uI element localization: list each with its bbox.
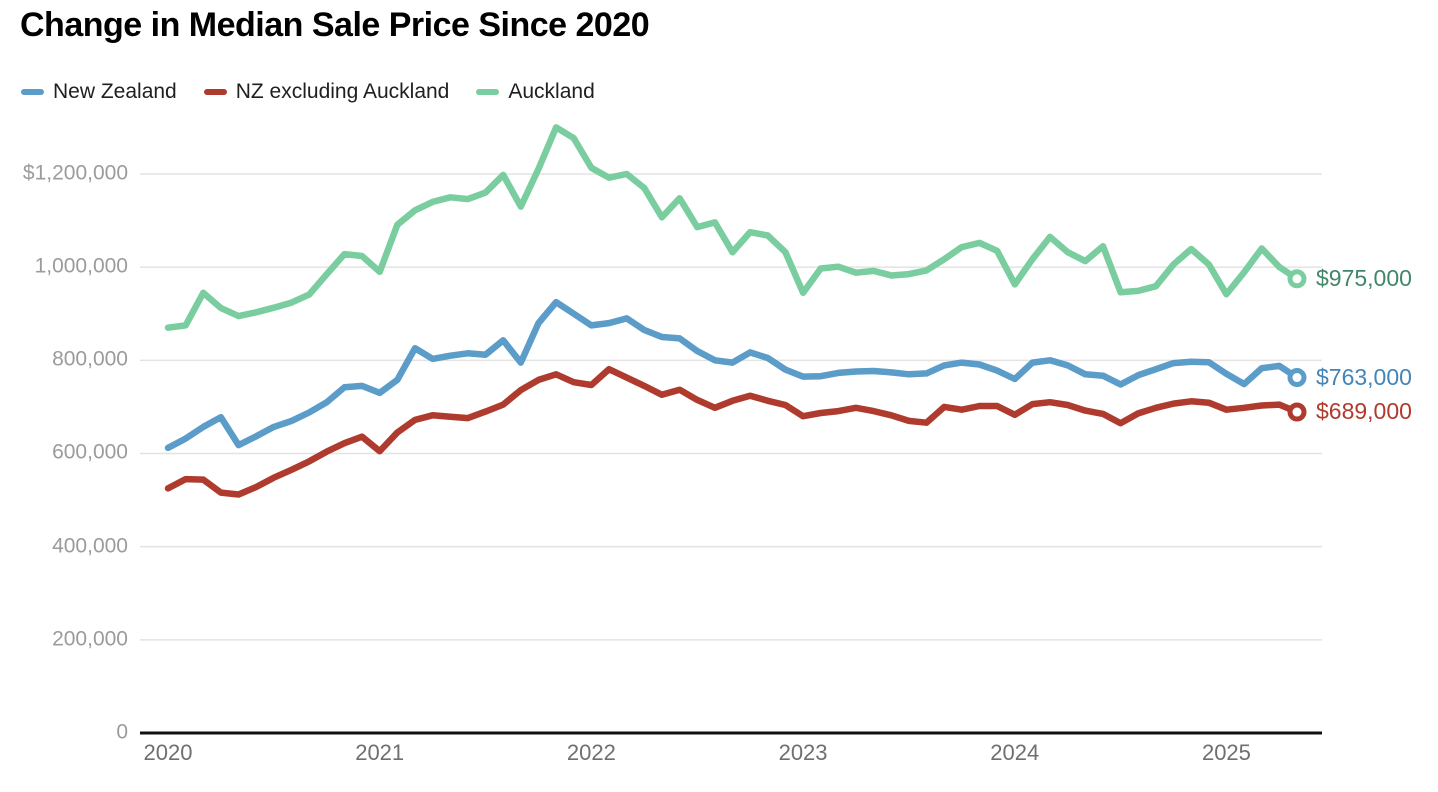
x-tick-label-2022: 2022 [566,740,616,765]
end-marker-nz-excluding-auckland[interactable] [1287,402,1307,422]
x-tick-label-2024: 2024 [990,740,1040,765]
legend-label-nz-excluding-auckland: NZ excluding Auckland [235,80,450,103]
legend-swatch-auckland [476,89,500,95]
legend-swatch-nz-excluding-auckland [203,89,227,95]
series-line-auckland[interactable] [164,124,1301,331]
chart-title: Change in Median Sale Price Since 2020 [20,6,650,44]
legend-item-auckland[interactable]: Auckland [476,80,595,104]
legend-item-new-zealand[interactable]: New Zealand [21,80,177,104]
y-tick-label-0: 0 [116,720,128,744]
end-marker-auckland[interactable] [1287,269,1307,289]
y-tick-label-1200000: $1,200,000 [22,161,128,185]
x-tick-label-2020: 2020 [143,740,193,765]
x-tick-label-2025: 2025 [1201,740,1251,765]
legend-item-nz-excluding-auckland[interactable]: NZ excluding Auckland [203,80,450,104]
legend: New Zealand NZ excluding Auckland Auckland [21,80,595,104]
end-label-new-zealand: $763,000 [1316,363,1412,390]
end-label-nz-excluding-auckland: $689,000 [1316,397,1412,424]
series-line-nz-excluding-auckland[interactable] [164,365,1301,498]
y-tick-label-1000000: 1,000,000 [34,254,128,278]
x-tick-label-2021: 2021 [355,740,405,765]
y-tick-label-400000: 400,000 [52,534,128,558]
end-label-auckland: $975,000 [1316,264,1412,291]
y-tick-label-800000: 800,000 [52,347,128,371]
y-tick-label-600000: 600,000 [52,441,128,465]
legend-label-auckland: Auckland [508,80,595,103]
legend-label-new-zealand: New Zealand [53,80,177,103]
x-tick-label-2023: 2023 [778,740,828,765]
series-line-new-zealand[interactable] [164,298,1301,452]
end-marker-new-zealand[interactable] [1287,368,1307,388]
y-tick-label-200000: 200,000 [52,627,128,651]
legend-swatch-new-zealand [21,89,44,95]
